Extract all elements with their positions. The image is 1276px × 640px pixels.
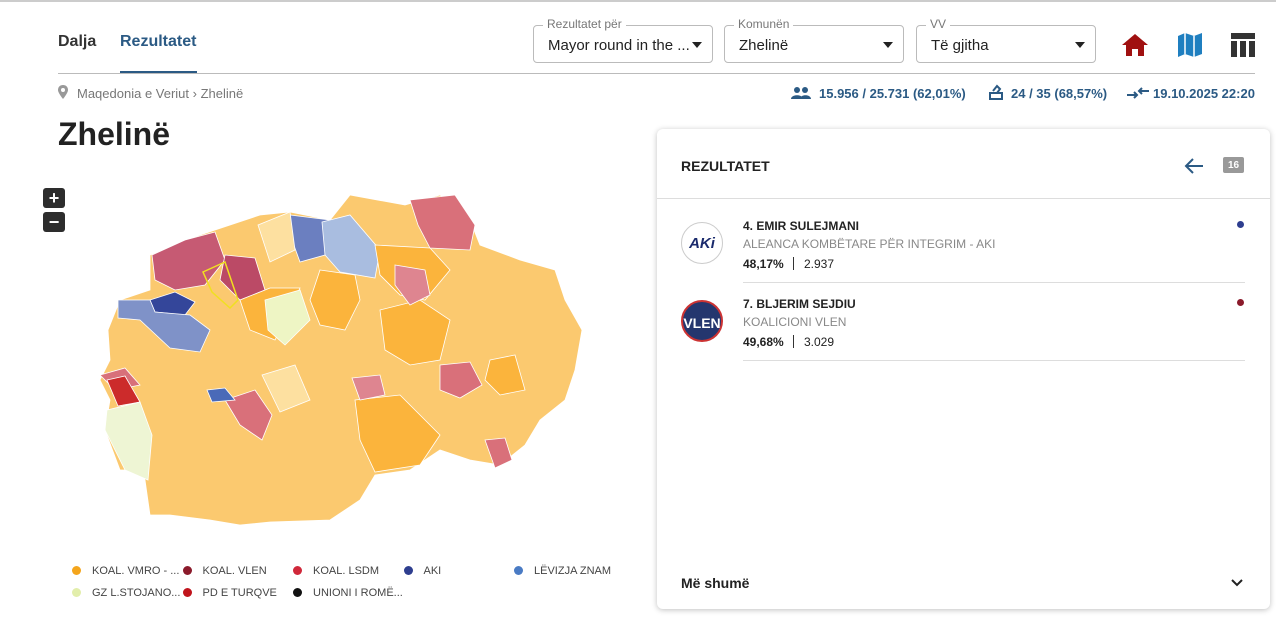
map-region[interactable] bbox=[202, 260, 239, 310]
tab-active[interactable]: Rezultatet bbox=[120, 33, 197, 50]
candidate-percent: 48,17% bbox=[743, 257, 784, 271]
zoom-out[interactable]: − bbox=[43, 212, 65, 232]
candidate-party: ALEANCA KOMBËTARE PËR INTEGRIM - AKI bbox=[743, 237, 996, 251]
tab[interactable]: Dalja bbox=[58, 33, 97, 50]
pin-icon bbox=[58, 85, 68, 99]
panel-title: REZULTATET bbox=[681, 158, 770, 174]
map-region[interactable] bbox=[206, 387, 236, 403]
legend-swatch bbox=[72, 566, 81, 575]
candidate-percent: 49,68% bbox=[743, 335, 784, 349]
page-title: Zhelinë bbox=[58, 116, 171, 152]
map-region[interactable] bbox=[117, 299, 211, 353]
back-button[interactable] bbox=[1183, 156, 1205, 176]
filter-select[interactable]: VV Të gjitha bbox=[916, 17, 1096, 63]
candidate-votes: 2.937 bbox=[804, 257, 835, 271]
divider bbox=[743, 282, 1245, 283]
home-icon[interactable] bbox=[1121, 32, 1149, 58]
filter-select[interactable]: Komunën Zhelinë bbox=[724, 17, 904, 63]
more-button[interactable]: Më shumë bbox=[681, 575, 750, 591]
table-icon[interactable] bbox=[1231, 33, 1255, 57]
map-region[interactable] bbox=[394, 264, 431, 306]
legend-label[interactable]: PD E TURQVE bbox=[202, 587, 277, 599]
stations: 24 / 35 (68,57%) bbox=[1011, 86, 1108, 101]
legend-label[interactable]: KOAL. VMRO - ... bbox=[92, 565, 180, 577]
candidate-logo: VLEN bbox=[681, 300, 723, 342]
legend-swatch bbox=[182, 566, 192, 575]
map-region[interactable] bbox=[257, 211, 296, 263]
legend-swatch bbox=[403, 566, 413, 575]
party-dot bbox=[1237, 299, 1244, 306]
filter-value: Të gjitha bbox=[931, 37, 989, 54]
breadcrumb: Maqedonia e Veriut › Zhelinë bbox=[77, 86, 244, 101]
expand-icon[interactable] bbox=[1230, 578, 1244, 588]
sync-icon bbox=[1127, 87, 1149, 99]
legend-label[interactable]: AKI bbox=[423, 565, 442, 577]
divider bbox=[743, 360, 1245, 361]
map-region[interactable] bbox=[484, 437, 513, 469]
legend-swatch bbox=[514, 566, 523, 575]
breadcrumb-link[interactable]: Maqedonia e Veriut bbox=[77, 86, 190, 101]
map bbox=[99, 194, 583, 526]
map-icon[interactable] bbox=[1177, 32, 1203, 58]
filter-value: Mayor round in the ... bbox=[548, 37, 690, 54]
map-region[interactable] bbox=[224, 389, 273, 441]
legend-swatch bbox=[293, 566, 302, 575]
count-badge[interactable]: 16 bbox=[1223, 157, 1244, 173]
results-panel: REZULTATET 16 AKi 4. EMIR SULEJMANI ALEANC… bbox=[657, 129, 1270, 609]
map-region[interactable] bbox=[104, 401, 153, 481]
map-region[interactable] bbox=[484, 354, 526, 396]
legend-swatch bbox=[293, 588, 302, 597]
ballot-icon bbox=[989, 84, 1003, 100]
legend-label[interactable]: KOAL. LSDM bbox=[313, 565, 380, 577]
filter-label: VV bbox=[926, 17, 951, 31]
map-region[interactable] bbox=[151, 231, 226, 291]
map-region[interactable] bbox=[321, 214, 381, 279]
zoom-in[interactable]: + bbox=[43, 188, 65, 208]
party-dot bbox=[1237, 221, 1244, 228]
legend-label[interactable]: UNIONI I ROMË... bbox=[313, 587, 403, 599]
divider bbox=[58, 73, 1255, 74]
breadcrumb-current: Zhelinë bbox=[200, 86, 244, 101]
map-region[interactable] bbox=[261, 364, 311, 413]
legend-label[interactable]: KOAL. VLEN bbox=[202, 565, 267, 577]
map-region[interactable] bbox=[309, 269, 361, 331]
candidate-logo: AKi bbox=[681, 222, 723, 264]
legend-label[interactable]: LËVIZJA ZNAM bbox=[534, 565, 612, 577]
legend-label[interactable]: GZ L.STOJANO... bbox=[92, 587, 181, 599]
filter-label: Komunën bbox=[734, 17, 794, 31]
filter-value: Zhelinë bbox=[739, 37, 789, 54]
legend-swatch bbox=[182, 588, 192, 597]
legend-swatch bbox=[72, 588, 81, 597]
filter-label: Rezultatet për bbox=[543, 17, 626, 31]
map-region[interactable] bbox=[409, 194, 476, 251]
filter-select[interactable]: Rezultatet për Mayor round in the ... bbox=[533, 17, 713, 63]
candidate-name: 7. BLJERIM SEJDIU bbox=[743, 297, 856, 311]
map-region[interactable] bbox=[264, 289, 311, 346]
candidate-name: 4. EMIR SULEJMANI bbox=[743, 219, 860, 233]
turnout: 15.956 / 25.731 (62,01%) bbox=[819, 86, 966, 101]
map-region[interactable] bbox=[439, 361, 483, 399]
candidate-party: KOALICIONI VLEN bbox=[743, 315, 847, 329]
candidate-votes: 3.029 bbox=[804, 335, 835, 349]
divider bbox=[657, 198, 1270, 199]
tab-underline bbox=[120, 71, 197, 73]
updated: 19.10.2025 22:20 bbox=[1153, 86, 1255, 101]
separator bbox=[793, 257, 794, 270]
separator bbox=[793, 335, 794, 348]
people-icon bbox=[791, 87, 811, 99]
map-region[interactable] bbox=[351, 374, 386, 401]
map-region[interactable] bbox=[354, 394, 441, 473]
